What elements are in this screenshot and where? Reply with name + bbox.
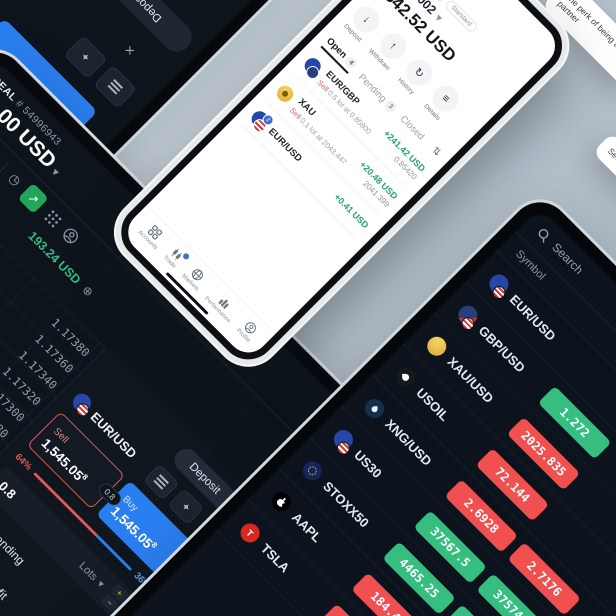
close-icon[interactable]: × (121, 41, 140, 60)
candlestick-icon (171, 248, 182, 261)
magic-wand-icon[interactable]: ✦ (167, 488, 205, 526)
secure-text: Secure account (605, 145, 616, 195)
equalizer-icon[interactable] (143, 463, 180, 501)
gas-icon (361, 395, 388, 422)
nav-accounts[interactable]: Accounts (137, 220, 169, 251)
gbp-usd-flag-icon (454, 301, 482, 333)
gold-icon (273, 82, 297, 106)
tablet-right: Search Symbol EUR/USD GBP/USD 1.272 XAU/… (2, 190, 616, 616)
phone: Real MT5 Standard 00000002▾ 6542.52 USD … (102, 0, 581, 379)
accounts-grid-icon (147, 225, 163, 240)
apps-grid-icon[interactable] (43, 208, 64, 229)
stopwatch-icon[interactable]: ◷ (5, 170, 25, 189)
sell-percent: 64% (13, 451, 35, 473)
nav-trade[interactable]: Trade (162, 245, 191, 270)
tablet-left-screen: REAL # 54996943 00.00 USD▾ Save▾ ◷ ↗ (0, 56, 346, 616)
bottom-nav: Accounts Trade Markets Performance (119, 204, 276, 362)
tablet-left: REAL # 54996943 00.00 USD▾ Save▾ ◷ ↗ (0, 40, 363, 616)
trade-badge (181, 252, 191, 261)
apple-icon (267, 488, 295, 516)
eur-usd-flag-icon (485, 270, 513, 302)
magic-wand-icon[interactable]: ✦ (63, 35, 108, 80)
us30-flag-icon (329, 426, 357, 458)
stoxx50-icon (298, 457, 326, 485)
divider (0, 163, 9, 174)
gold-icon (423, 332, 451, 360)
eur-usd-flag-icon: 2 (248, 107, 276, 135)
chevron-down-icon: ▾ (432, 12, 444, 25)
oil-icon (392, 363, 420, 391)
deposit-button[interactable]: Deposit (94, 0, 198, 58)
tablet-right-screen: Search Symbol EUR/USD GBP/USD 1.272 XAU/… (19, 206, 616, 616)
nav-performance[interactable]: Performance (202, 295, 232, 325)
search-bar[interactable]: Search (515, 206, 616, 616)
details-action[interactable]: ≡ Details (420, 80, 465, 124)
chart-toolbar: Save▾ ◷ ↗ (0, 96, 307, 472)
nav-markets[interactable]: Markets (180, 263, 209, 292)
chevron-down-icon: ▾ (95, 578, 107, 590)
search-icon (538, 228, 549, 243)
deposit-action[interactable]: ↓ Deposit (341, 1, 385, 45)
tesla-icon: T (236, 519, 264, 547)
lots-value[interactable]: 0.8 (0, 478, 20, 502)
eur-usd-flag-icon (69, 390, 95, 420)
sort-icon[interactable]: ⇅ (429, 144, 444, 159)
equalizer-icon[interactable] (93, 64, 138, 109)
secure-account-card[interactable]: Secure account (592, 132, 616, 232)
profile-icon[interactable] (60, 225, 83, 248)
history-action[interactable]: ↻ History (394, 54, 438, 98)
open-count-badge: 4 (343, 55, 359, 71)
profile-icon (245, 322, 257, 334)
nav-profile[interactable]: Profile (235, 318, 261, 344)
phone-screen: Real MT5 Standard 00000002▾ 6542.52 USD … (109, 0, 574, 371)
add-circle-icon[interactable]: ⊕ (79, 282, 97, 300)
chevron-down-icon: ▾ (49, 167, 61, 179)
one-click-buy-button[interactable]: ↗ (17, 183, 50, 215)
lots-unit-dropdown[interactable]: Lots▾ (76, 559, 107, 590)
globe-icon (192, 269, 204, 281)
bar-chart-icon (218, 299, 229, 310)
with draw-action[interactable]: ↑ Withdraw (367, 27, 412, 72)
eur-gbp-flag-icon (301, 54, 324, 82)
